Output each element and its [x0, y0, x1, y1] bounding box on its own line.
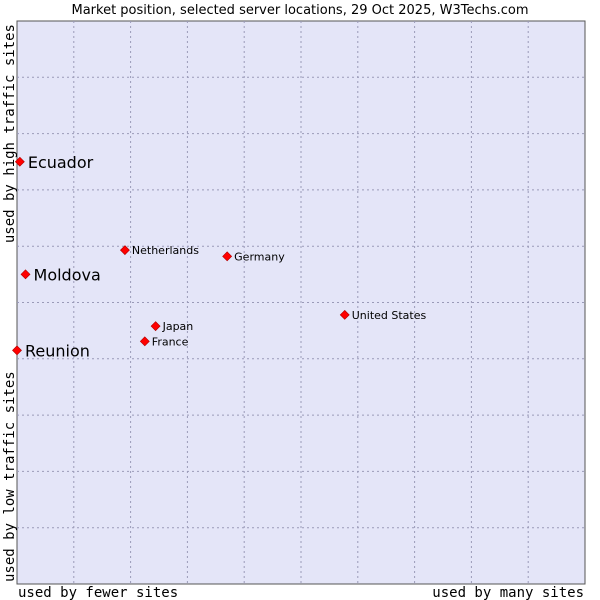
y-axis-label-top: used by high traffic sites — [2, 24, 18, 243]
point-marker — [150, 321, 161, 332]
point-marker — [222, 251, 233, 262]
point-label: Germany — [234, 250, 285, 263]
point-label: Japan — [162, 320, 194, 333]
x-axis-label-right: used by many sites — [432, 585, 584, 600]
point-netherlands: Netherlands — [119, 244, 199, 257]
x-axis-label-left: used by fewer sites — [18, 585, 178, 600]
point-label: Netherlands — [132, 244, 199, 257]
point-marker — [20, 269, 31, 280]
data-points: Ecuador Moldova Reunion Netherlands Germany U… — [12, 153, 427, 360]
point-label: France — [152, 335, 189, 348]
point-marker — [139, 336, 150, 347]
point-marker — [119, 245, 130, 256]
point-label: Reunion — [25, 341, 90, 360]
point-marker — [14, 156, 25, 167]
chart-title: Market position, selected server locatio… — [71, 3, 528, 18]
point-marker — [339, 309, 350, 320]
point-france: France — [139, 335, 189, 348]
point-moldova: Moldova — [20, 265, 101, 284]
point-japan: Japan — [150, 320, 194, 333]
point-ecuador: Ecuador — [14, 153, 94, 172]
y-axis-label-bottom: used by low traffic sites — [2, 371, 18, 582]
point-united-states: United States — [339, 309, 427, 322]
grid — [17, 21, 585, 584]
point-marker — [12, 345, 22, 356]
point-label: Ecuador — [28, 153, 94, 172]
point-label: Moldova — [34, 265, 101, 284]
point-label: United States — [352, 309, 427, 322]
point-germany: Germany — [222, 250, 285, 263]
point-reunion: Reunion — [12, 341, 90, 360]
